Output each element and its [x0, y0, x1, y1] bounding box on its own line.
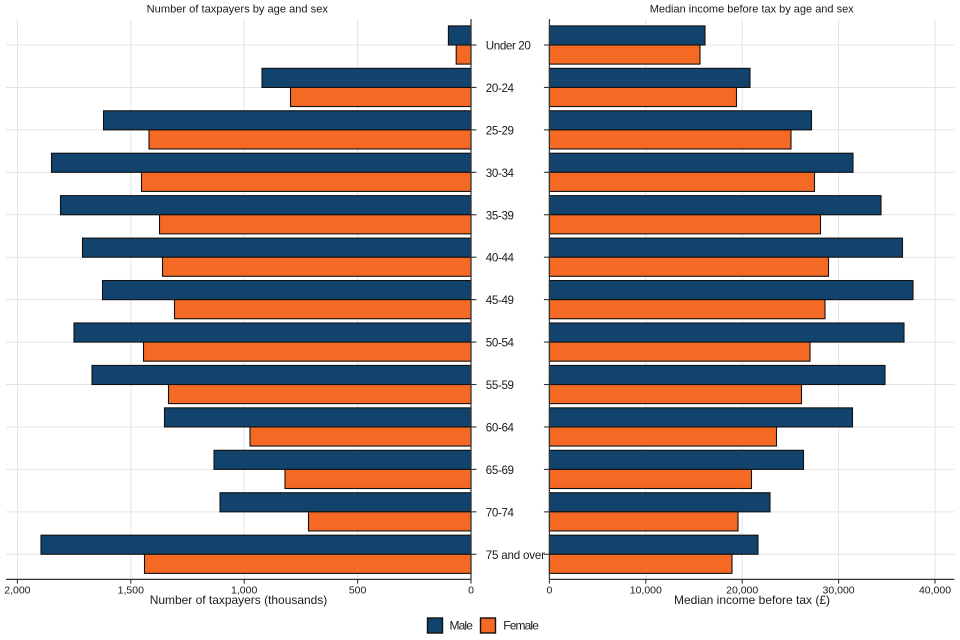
svg-text:20-24: 20-24: [486, 82, 515, 95]
svg-text:2,000: 2,000: [4, 584, 30, 596]
svg-text:55-59: 55-59: [486, 379, 514, 392]
svg-text:500: 500: [349, 584, 367, 596]
svg-text:Under 20: Under 20: [486, 40, 531, 53]
svg-text:30-34: 30-34: [486, 167, 515, 180]
svg-text:1,500: 1,500: [118, 584, 144, 596]
svg-text:Number of taxpayers (thousands: Number of taxpayers (thousands): [150, 593, 328, 607]
svg-text:Median income before tax by ag: Median income before tax by age and sex: [650, 4, 854, 16]
svg-text:65-69: 65-69: [486, 464, 514, 477]
svg-text:20,000: 20,000: [726, 584, 758, 596]
svg-text:45-49: 45-49: [486, 294, 514, 307]
svg-text:30,000: 30,000: [823, 584, 855, 596]
svg-text:70-74: 70-74: [486, 506, 515, 519]
svg-text:Female: Female: [503, 618, 539, 632]
svg-text:40-44: 40-44: [486, 252, 515, 265]
svg-text:0: 0: [468, 584, 474, 596]
svg-text:25-29: 25-29: [486, 124, 514, 137]
svg-text:Male: Male: [450, 618, 474, 632]
svg-text:1,000: 1,000: [231, 584, 257, 596]
svg-text:Number of taxpayers by age and: Number of taxpayers by age and sex: [147, 4, 329, 16]
svg-text:50-54: 50-54: [486, 337, 515, 350]
svg-text:75 and over: 75 and over: [486, 549, 545, 562]
svg-text:10,000: 10,000: [630, 584, 662, 596]
svg-text:40,000: 40,000: [919, 584, 951, 596]
svg-text:0: 0: [546, 584, 552, 596]
svg-text:60-64: 60-64: [486, 421, 515, 434]
svg-text:35-39: 35-39: [486, 209, 514, 222]
svg-text:Median income before tax (£): Median income before tax (£): [674, 593, 830, 607]
